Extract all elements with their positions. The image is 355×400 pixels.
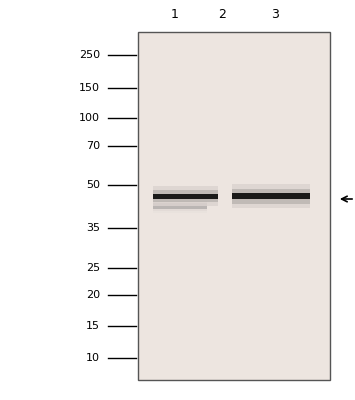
Text: 70: 70 [86,141,100,151]
Bar [153,203,207,211]
Text: 35: 35 [86,223,100,233]
Text: 25: 25 [86,263,100,273]
Bar [232,193,310,199]
Bar [232,188,310,204]
Text: 3: 3 [271,8,279,22]
Text: 15: 15 [86,321,100,331]
Bar [232,184,310,208]
Text: 100: 100 [79,113,100,123]
Bar [138,32,330,380]
Text: 50: 50 [86,180,100,190]
Bar [153,194,218,198]
Text: 1: 1 [171,8,179,22]
Text: 10: 10 [86,353,100,363]
Text: 20: 20 [86,290,100,300]
Bar [153,206,207,208]
Text: 150: 150 [79,83,100,93]
Bar [153,201,207,213]
Text: 2: 2 [218,8,226,22]
Bar [153,186,218,206]
Text: 250: 250 [79,50,100,60]
Bar [153,190,218,202]
